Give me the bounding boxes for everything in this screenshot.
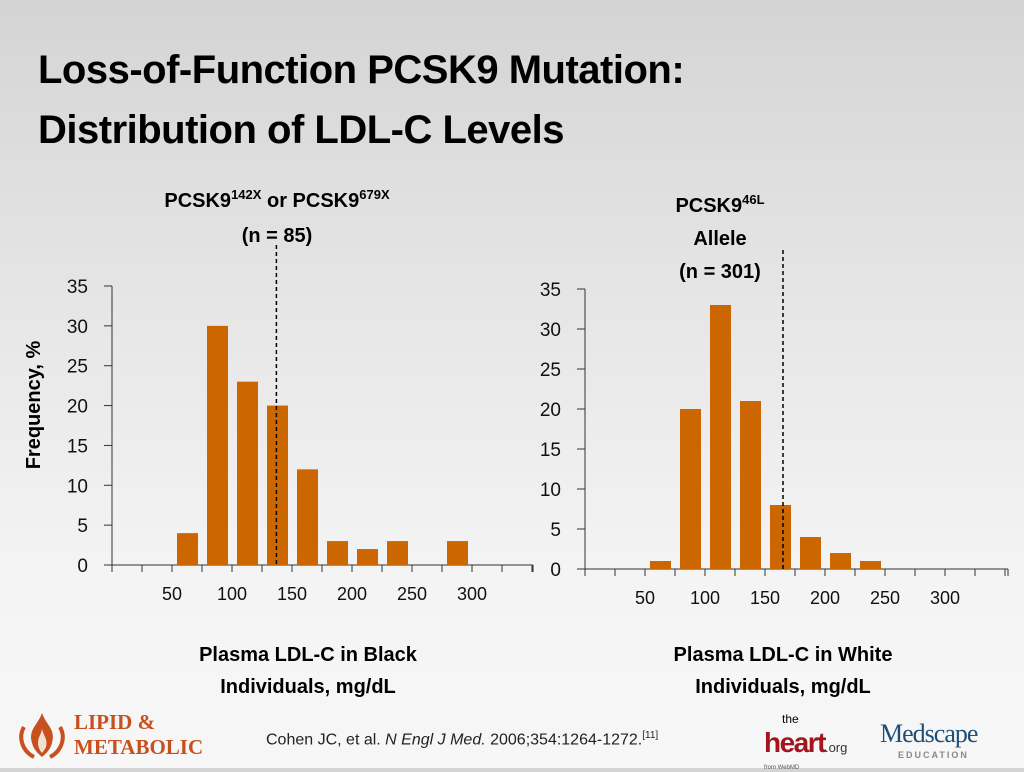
x-axis-label: Plasma LDL-C in Black — [199, 644, 418, 666]
citation-ref: [11] — [642, 730, 659, 741]
x-tick-label: 300 — [930, 588, 960, 608]
histogram-bar — [680, 409, 701, 569]
histogram-bar — [357, 549, 378, 565]
flame-icon — [19, 713, 65, 759]
chart-header-line: (n = 85) — [242, 225, 313, 247]
chart-header-line: (n = 301) — [679, 261, 761, 283]
y-tick-label: 30 — [540, 320, 561, 341]
header-text: or PCSK9 — [261, 190, 359, 212]
y-axis-label: Frequency, % — [23, 341, 45, 470]
logo-medscape: Medscape — [880, 719, 978, 748]
y-tick-label: 0 — [550, 560, 561, 581]
header-text: (n = 301) — [679, 261, 761, 283]
chart-header-line: PCSK946L — [675, 192, 764, 217]
logo-education: EDUCATION — [898, 750, 969, 760]
logo-from: from WebMD — [764, 765, 800, 771]
x-tick-label: 100 — [690, 588, 720, 608]
y-tick-label: 15 — [540, 440, 561, 461]
x-tick-label: 100 — [217, 584, 247, 604]
x-tick-label: 50 — [162, 584, 182, 604]
logo-heart-line: heart.org — [764, 726, 847, 764]
superscript: 142X — [231, 187, 262, 202]
x-tick-label: 50 — [635, 588, 655, 608]
x-tick-label: 250 — [870, 588, 900, 608]
title-line-1: Loss-of-Function PCSK9 Mutation: — [38, 48, 685, 92]
y-tick-label: 35 — [540, 280, 561, 301]
logo-heart: heart — [764, 727, 826, 758]
header-text: PCSK9 — [675, 195, 742, 217]
y-tick-label: 30 — [67, 317, 88, 338]
chart-header-line: Allele — [693, 228, 746, 250]
x-tick-label: 200 — [337, 584, 367, 604]
theheart-logo: the heart.org from WebMD — [764, 712, 847, 772]
histogram-bar — [860, 561, 881, 569]
histogram-bar — [740, 401, 761, 569]
histogram-bar — [297, 469, 318, 565]
logo-the: the — [782, 712, 799, 726]
histogram-bar — [267, 405, 288, 565]
x-tick-label: 300 — [457, 584, 487, 604]
lipid-metabolic-logo: LIPID & METABOLIC — [16, 710, 203, 760]
medscape-logo: Medscape EDUCATION — [880, 718, 978, 761]
superscript: 46L — [742, 192, 764, 207]
y-tick-label: 15 — [67, 436, 88, 457]
y-tick-label: 35 — [67, 277, 88, 298]
superscript: 679X — [359, 187, 390, 202]
y-tick-label: 10 — [67, 476, 88, 497]
histogram-bar — [710, 305, 731, 569]
histogram-bar — [207, 325, 228, 565]
y-tick-label: 0 — [77, 556, 88, 577]
logo-org: .org — [824, 740, 848, 755]
title-line-2: Distribution of LDL-C Levels — [38, 108, 565, 152]
histogram-bar — [650, 561, 671, 569]
x-axis-label: Plasma LDL-C in White — [674, 644, 893, 666]
slide-title: Loss-of-Function PCSK9 Mutation: Distrib… — [38, 40, 685, 160]
x-tick-label: 250 — [397, 584, 427, 604]
y-tick-label: 20 — [67, 397, 88, 418]
histogram-bar — [447, 541, 468, 565]
header-text: Allele — [693, 228, 746, 250]
header-text: PCSK9 — [164, 190, 231, 212]
y-tick-label: 25 — [67, 357, 88, 378]
citation-details: 2006;354:1264-1272. — [485, 731, 643, 749]
y-tick-label: 5 — [550, 520, 561, 541]
x-tick-label: 150 — [750, 588, 780, 608]
x-tick-label: 200 — [810, 588, 840, 608]
histogram-bar — [327, 541, 348, 565]
histogram-bar — [770, 505, 791, 569]
histogram-bar — [237, 381, 258, 565]
y-tick-label: 10 — [540, 480, 561, 501]
citation-journal: N Engl J Med. — [385, 731, 486, 749]
x-tick-label: 150 — [277, 584, 307, 604]
logo-text-line1: LIPID & — [74, 710, 156, 734]
header-text: (n = 85) — [242, 225, 313, 247]
histogram-bar — [177, 533, 198, 565]
x-axis-label: Individuals, mg/dL — [695, 676, 871, 698]
histogram-bar — [387, 541, 408, 565]
y-tick-label: 5 — [77, 516, 88, 537]
y-tick-label: 20 — [540, 400, 561, 421]
citation: Cohen JC, et al. N Engl J Med. 2006;354:… — [266, 730, 658, 749]
chart-header-line: PCSK9142X or PCSK9679X — [164, 187, 390, 212]
y-tick-label: 25 — [540, 360, 561, 381]
logo-text-line2: METABOLIC — [74, 735, 204, 759]
x-axis-label: Individuals, mg/dL — [220, 676, 396, 698]
citation-authors: Cohen JC, et al. — [266, 731, 386, 749]
histogram-bar — [830, 553, 851, 569]
histogram-bar — [800, 537, 821, 569]
